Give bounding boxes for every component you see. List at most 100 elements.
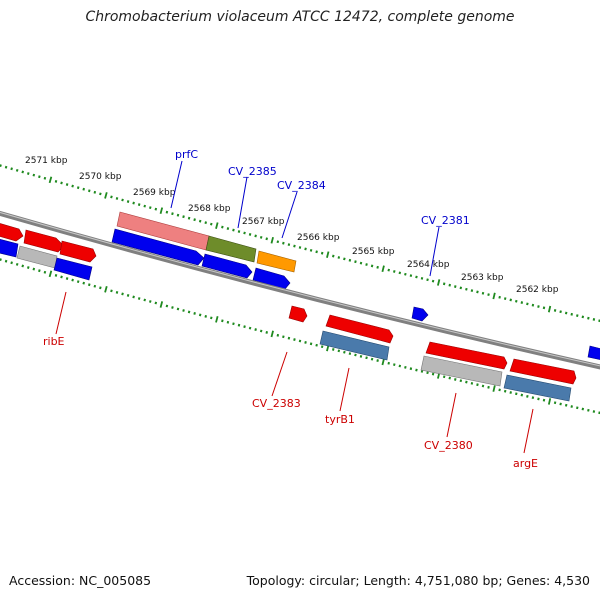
inner-scale-minor-tick <box>376 359 379 362</box>
gene-ribE-body[interactable] <box>53 257 93 281</box>
inner-scale-minor-tick <box>237 323 241 327</box>
outer-scale-minor-tick <box>309 248 313 252</box>
inner-scale-minor-tick <box>515 392 518 396</box>
inner-scale-minor-tick <box>570 405 573 408</box>
outer-scale-minor-tick <box>26 172 30 175</box>
outer-scale-major-tick <box>159 207 164 214</box>
outer-scale-minor-tick <box>354 260 357 264</box>
outer-scale-minor-tick <box>426 278 429 282</box>
gene-red-reverse-3[interactable] <box>425 341 508 370</box>
outer-scale-minor-tick <box>132 201 135 205</box>
gene-blue-left-reverse[interactable] <box>0 238 19 258</box>
gene-blue-forward-3[interactable] <box>252 267 291 290</box>
outer-scale-minor-tick <box>559 310 562 314</box>
outer-scale-minor-tick <box>298 246 302 249</box>
inner-scale-minor-tick <box>4 259 8 263</box>
inner-scale-minor-tick <box>309 342 313 346</box>
inner-scale-minor-tick <box>76 280 80 284</box>
inner-scale-minor-tick <box>259 329 263 333</box>
inner-scale-minor-tick <box>298 339 302 343</box>
outer-scale-minor-tick <box>487 293 490 297</box>
inner-scale-minor-tick <box>531 396 535 400</box>
gene-tyrB1-body[interactable] <box>319 330 390 361</box>
label-CV_2381: CV_2381 <box>421 214 470 227</box>
inner-scale-minor-tick <box>154 301 158 305</box>
gene-blue-right-edge[interactable] <box>587 345 600 360</box>
outer-scale-minor-tick <box>193 218 196 222</box>
inner-scale-minor-tick <box>54 273 58 277</box>
map-title: Chromobacterium violaceum ATCC 12472, co… <box>85 9 515 25</box>
inner-scale-minor-tick <box>332 348 335 351</box>
inner-scale-minor-tick <box>337 349 341 353</box>
outer-scale-minor-tick <box>370 264 374 268</box>
outer-scale-minor-tick <box>398 271 402 275</box>
inner-scale-minor-tick <box>459 379 463 383</box>
outer-scale-major-tick <box>270 236 274 244</box>
inner-scale-minor-tick <box>592 410 596 413</box>
gene-blue-forward-1[interactable] <box>111 228 205 266</box>
inner-scale-minor-tick <box>442 375 446 379</box>
label-ribE: ribE <box>43 335 65 348</box>
outer-scale-minor-tick <box>154 207 158 211</box>
gene-CV_2381-body[interactable] <box>411 306 429 322</box>
inner-scale-minor-tick <box>498 388 501 392</box>
outer-scale-minor-tick <box>448 283 451 287</box>
outer-scale-minor-tick <box>503 297 507 301</box>
reverse-genes <box>0 238 577 402</box>
outer-scale-minor-tick <box>248 233 252 236</box>
inner-scale-minor-tick <box>143 298 147 302</box>
outer-scale-minor-tick <box>481 291 485 295</box>
outer-scale-minor-tick <box>293 244 296 248</box>
inner-scale-minor-tick <box>137 297 141 300</box>
gene-CV_2384-body[interactable] <box>256 250 297 273</box>
outer-scale-minor-tick <box>99 192 102 196</box>
outer-scale-minor-tick <box>343 257 346 261</box>
scale-label-2565: 2565 kbp <box>352 247 395 257</box>
outer-scale-minor-tick <box>71 184 74 188</box>
outer-scale-minor-tick <box>121 198 124 202</box>
inner-scale-minor-tick <box>248 326 252 330</box>
CV_2384-leader <box>281 191 298 239</box>
outer-scale-minor-tick <box>82 187 86 191</box>
inner-scale-minor-tick <box>293 338 296 341</box>
outer-scale-major-tick <box>547 305 552 313</box>
outer-scale-minor-tick <box>198 219 202 223</box>
inner-scale-minor-tick <box>559 402 562 406</box>
gene-argE-body[interactable] <box>503 374 572 402</box>
inner-scale-minor-tick <box>564 403 568 407</box>
gene-CV_2385-body[interactable] <box>205 235 257 263</box>
inner-scale-minor-tick <box>282 335 285 339</box>
gene-CV_2380-body[interactable] <box>420 355 503 387</box>
CV_2385-leader <box>237 176 248 229</box>
inner-scale-minor-tick <box>393 363 396 367</box>
outer-scale-minor-tick <box>476 290 479 294</box>
gene-left-red-forward-3[interactable] <box>59 240 97 263</box>
gene-blue-forward-2[interactable] <box>201 253 253 279</box>
outer-scale-major-tick <box>381 265 385 273</box>
inner-scale-ticks <box>0 258 600 415</box>
inner-scale-minor-tick <box>526 394 529 398</box>
gene-argE-red[interactable] <box>509 358 577 385</box>
outer-scale-minor-tick <box>531 303 535 307</box>
inner-scale-major-tick <box>48 270 53 278</box>
outer-scale-minor-tick <box>87 189 91 193</box>
inner-scale-major-tick <box>270 330 274 338</box>
outer-scale-minor-tick <box>226 227 230 230</box>
inner-scale-minor-tick <box>110 289 113 293</box>
gene-red-reverse-2[interactable] <box>325 314 394 344</box>
inner-scale-minor-tick <box>32 267 36 271</box>
outer-scale-minor-tick <box>409 274 413 278</box>
outer-scale-major-tick <box>436 279 441 286</box>
inner-scale-minor-tick <box>387 361 390 365</box>
inner-scale-minor-tick <box>26 266 30 269</box>
scale-label-2564: 2564 kbp <box>407 260 450 270</box>
gene-left-red-forward-1[interactable] <box>0 222 24 242</box>
inner-scale-minor-tick <box>370 357 374 361</box>
inner-scale-minor-tick <box>343 350 346 354</box>
inner-scale-minor-tick <box>315 343 318 347</box>
outer-scale-minor-tick <box>526 302 529 306</box>
label-CV_2383: CV_2383 <box>252 397 301 410</box>
gene-CV_2383-body[interactable] <box>288 305 308 323</box>
inner-scale-major-tick <box>381 358 385 366</box>
inner-scale-minor-tick <box>182 309 185 312</box>
